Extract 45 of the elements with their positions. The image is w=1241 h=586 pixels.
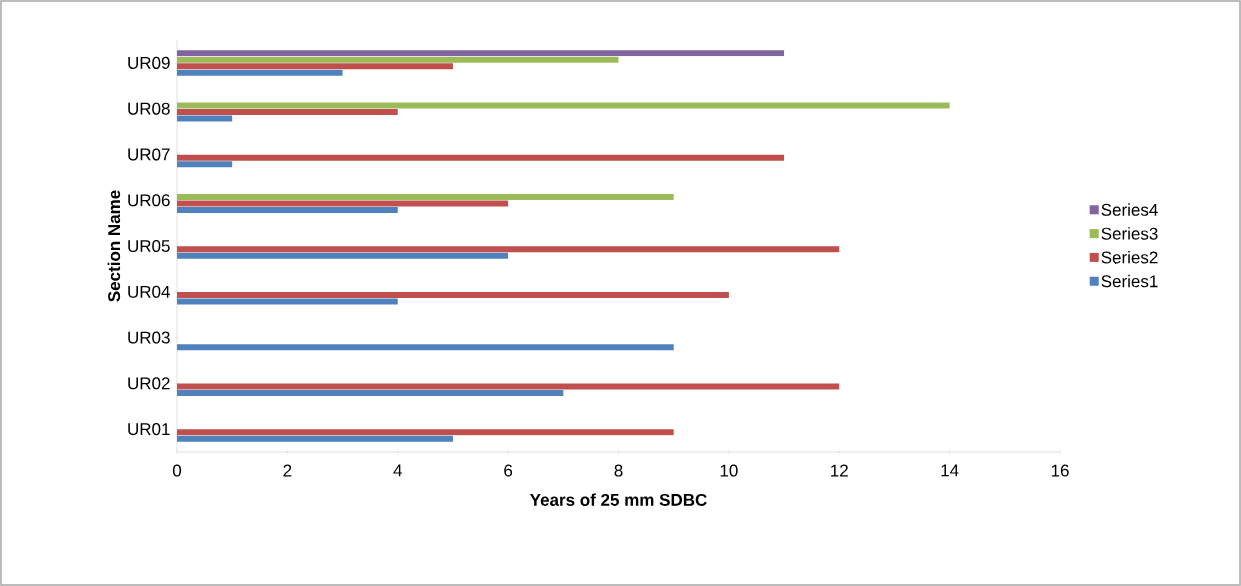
bar bbox=[177, 193, 674, 200]
x-tick-label: 4 bbox=[393, 464, 402, 477]
x-tick-label: 16 bbox=[1051, 464, 1069, 477]
x-tick-label: 8 bbox=[614, 464, 623, 477]
bar bbox=[177, 108, 398, 115]
legend-label: Series3 bbox=[1101, 227, 1158, 240]
y-tick-label: UR01 bbox=[128, 423, 170, 436]
x-tick-label: 14 bbox=[941, 464, 959, 477]
bar bbox=[177, 50, 785, 57]
bar bbox=[177, 292, 729, 299]
bar bbox=[177, 383, 840, 390]
y-tick-label: UR08 bbox=[128, 102, 170, 115]
x-tick-label: 10 bbox=[720, 464, 738, 477]
y-tick-label: UR09 bbox=[128, 56, 170, 69]
bar bbox=[177, 344, 674, 351]
bar bbox=[177, 63, 453, 70]
legend-label: Series1 bbox=[1101, 274, 1158, 288]
y-tick-label: UR03 bbox=[128, 331, 170, 344]
bar bbox=[177, 298, 398, 305]
x-tick-label: 0 bbox=[172, 464, 182, 477]
legend-label: Series2 bbox=[1101, 251, 1158, 264]
bar bbox=[177, 56, 619, 63]
x-tick-label: 6 bbox=[504, 464, 513, 477]
y-tick-label: UR07 bbox=[128, 148, 170, 161]
y-tick-label: UR04 bbox=[128, 285, 170, 298]
bar bbox=[177, 200, 509, 207]
y-tick-label: UR06 bbox=[128, 194, 170, 207]
bar bbox=[177, 429, 674, 436]
y-axis-title: Section Name bbox=[107, 190, 121, 302]
bar bbox=[177, 69, 343, 76]
legend-label: Series4 bbox=[1101, 203, 1158, 216]
y-tick-label: UR02 bbox=[128, 377, 170, 390]
bar bbox=[177, 102, 950, 109]
bar bbox=[177, 390, 564, 397]
bar bbox=[177, 115, 233, 122]
x-axis-title: Years of 25 mm SDBC bbox=[529, 493, 707, 506]
bar bbox=[177, 246, 840, 253]
bar bbox=[177, 435, 453, 442]
bar bbox=[177, 252, 509, 259]
bar bbox=[177, 154, 785, 161]
x-tick-label: 2 bbox=[283, 464, 292, 477]
bar bbox=[177, 161, 233, 168]
y-tick-label: UR05 bbox=[128, 239, 170, 253]
x-tick-label: 12 bbox=[831, 464, 848, 477]
bar bbox=[177, 206, 398, 213]
